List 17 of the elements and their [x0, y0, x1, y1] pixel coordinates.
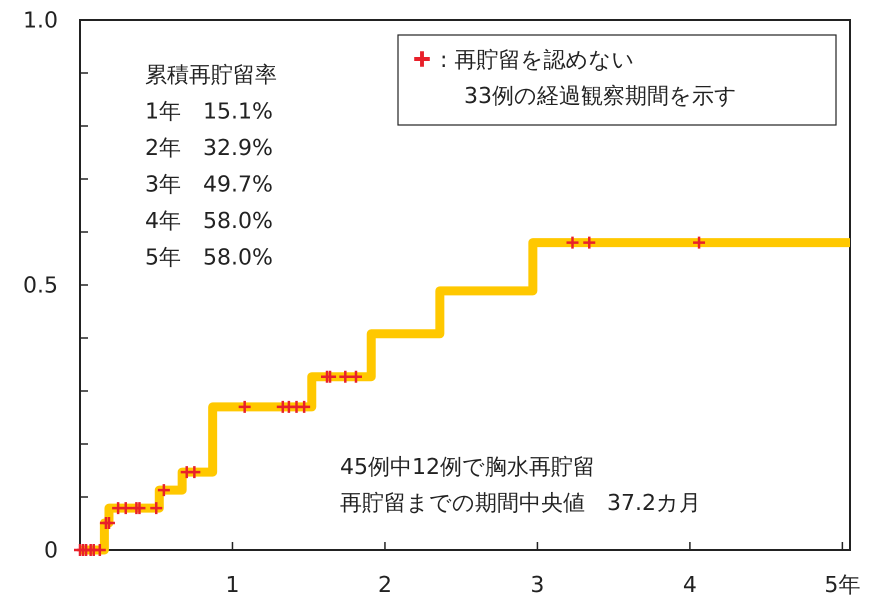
annotation: 4年 58.0%: [145, 209, 273, 234]
annotation: 3年 49.7%: [145, 172, 273, 198]
annotation: 5年 58.0%: [145, 246, 273, 270]
x-tick-label: 3: [530, 573, 544, 598]
annotation: 1年 15.1%: [145, 100, 273, 124]
x-tick-label: 5年: [824, 573, 860, 598]
legend-label: : 再貯留を認めない 33例の経過観察期間を示す: [440, 48, 737, 109]
annotation: 再貯留までの期間中央値 37.2カ月: [340, 491, 701, 516]
y-tick-label: 1.0: [23, 8, 58, 34]
annotation: 累積再貯留率: [145, 63, 277, 88]
x-tick-label: 2: [378, 573, 392, 598]
annotation: 2年 32.9%: [145, 136, 273, 161]
x-tick-label: 4: [682, 573, 697, 598]
y-tick-label: 0.5: [23, 274, 58, 299]
y-tick-label: 0: [44, 538, 58, 564]
x-tick-label: 1: [225, 573, 240, 598]
annotation: 45例中12例で胸水再貯留: [340, 455, 595, 480]
